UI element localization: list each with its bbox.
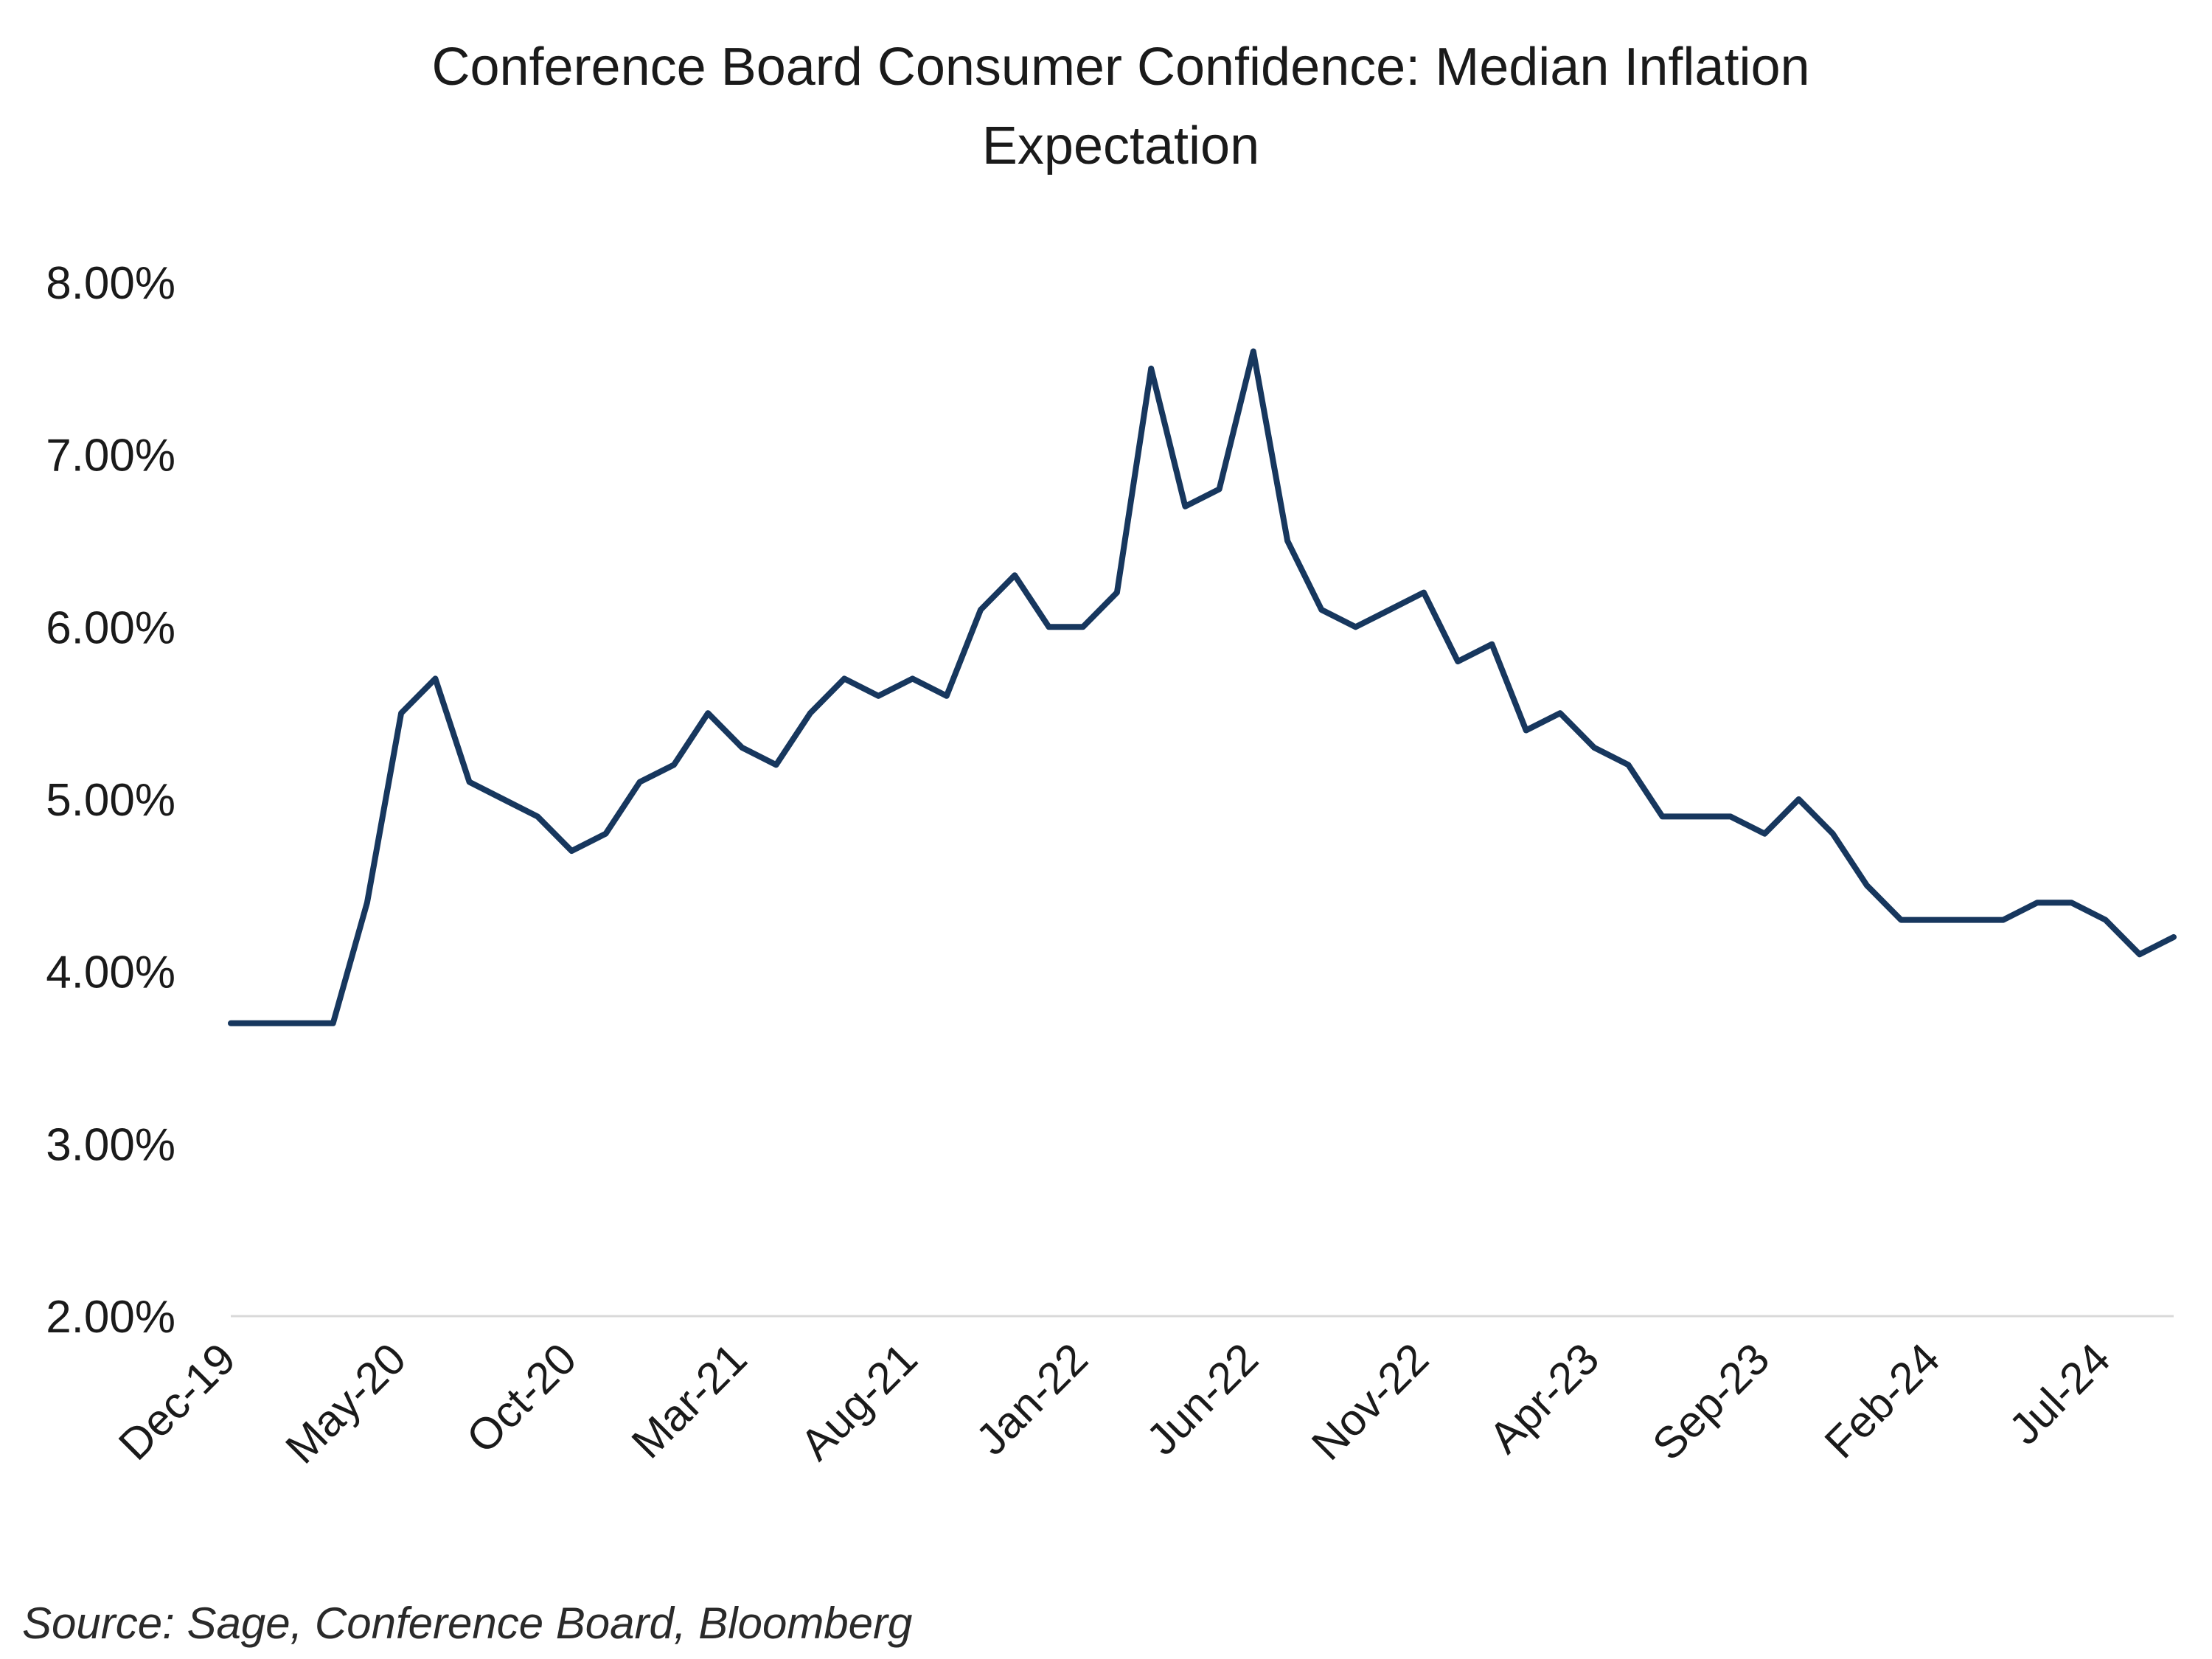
chart-title-line1: Conference Board Consumer Confidence: Me… xyxy=(431,38,1809,97)
y-tick-label: 5.00% xyxy=(46,775,175,826)
x-tick-label: Jun-22 xyxy=(1137,1334,1267,1464)
y-tick-label: 8.00% xyxy=(46,258,175,309)
y-axis: 2.00% 3.00% 4.00% 5.00% 6.00% 7.00% 8.00% xyxy=(46,258,175,1343)
x-tick-label: Nov-22 xyxy=(1302,1334,1438,1470)
x-tick-label: Dec-19 xyxy=(109,1334,245,1470)
y-tick-label: 4.00% xyxy=(46,947,175,998)
chart-title-line2: Expectation xyxy=(982,116,1259,175)
y-tick-label: 6.00% xyxy=(46,602,175,653)
x-tick-label: Jan-22 xyxy=(967,1334,1097,1464)
x-tick-label: Jul-24 xyxy=(2000,1334,2120,1454)
x-tick-label: Oct-20 xyxy=(457,1334,586,1463)
y-tick-label: 7.00% xyxy=(46,431,175,481)
x-tick-label: Sep-23 xyxy=(1643,1334,1778,1470)
series-line xyxy=(228,348,2177,1026)
y-tick-label: 3.00% xyxy=(46,1119,175,1170)
y-tick-label: 2.00% xyxy=(46,1292,175,1343)
x-tick-label: Mar-21 xyxy=(622,1334,757,1468)
x-axis: Dec-19 May-20 Oct-20 Mar-21 Aug-21 Jan-22 Jun-… xyxy=(109,1334,2120,1473)
x-tick-label: Aug-21 xyxy=(791,1334,927,1470)
x-tick-label: Feb-24 xyxy=(1815,1334,1950,1468)
x-tick-label: May-20 xyxy=(276,1334,415,1473)
source-note: Source: Sage, Conference Board, Bloomber… xyxy=(22,1599,912,1648)
x-tick-label: Apr-23 xyxy=(1480,1334,1609,1463)
